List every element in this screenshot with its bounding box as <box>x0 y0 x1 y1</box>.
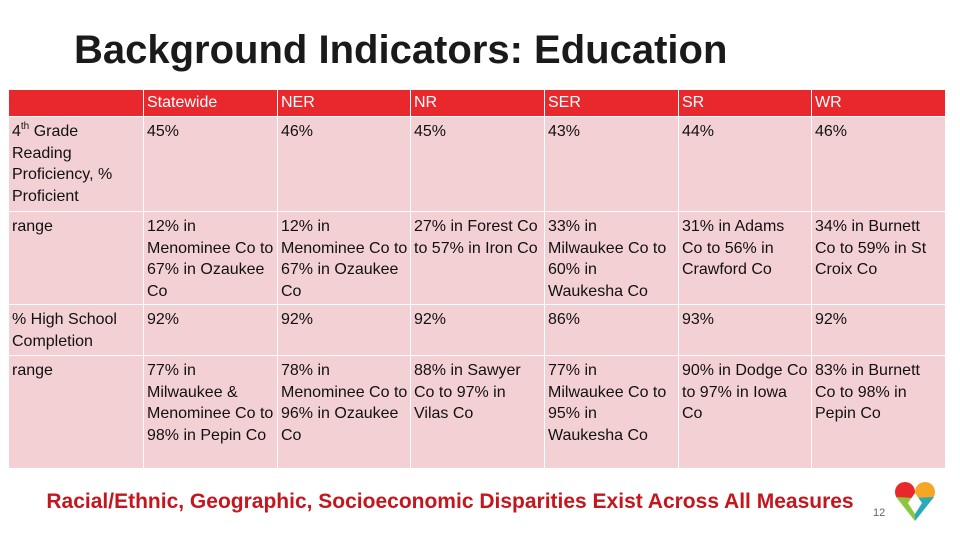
table-cell: 92% <box>277 304 411 356</box>
table-cell: 92% <box>143 304 278 356</box>
heart-logo-lobe-left <box>895 482 915 502</box>
heart-logo-icon <box>895 482 935 521</box>
table-cell: 44% <box>678 116 812 212</box>
slide-title: Background Indicators: Education <box>74 28 728 72</box>
table-cell: 12% in Menominee Co to 67% in Ozaukee Co <box>277 211 411 305</box>
table-cell: 83% in Burnett Co to 98% in Pepin Co <box>811 355 946 469</box>
table-header-row: Statewide NER NR SER SR WR <box>8 89 946 117</box>
table-cell: 31% in Adams Co to 56% in Crawford Co <box>678 211 812 305</box>
header-cell-sr: SR <box>678 89 812 117</box>
table-cell: 34% in Burnett Co to 59% in St Croix Co <box>811 211 946 305</box>
table-cell: 43% <box>544 116 679 212</box>
table-cell: 12% in Menominee Co to 67% in Ozaukee Co <box>143 211 278 305</box>
header-cell-ner: NER <box>277 89 411 117</box>
header-cell-nr: NR <box>410 89 545 117</box>
row-label-rest: Grade Reading Proficiency, % Proficient <box>12 123 113 205</box>
row-label-high-school-completion: % High School Completion <box>8 304 144 356</box>
table-cell: 86% <box>544 304 679 356</box>
table-cell: 45% <box>143 116 278 212</box>
table-cell: 45% <box>410 116 545 212</box>
table-row-completion-range: range 77% in Milwaukee & Menominee Co to… <box>8 355 946 469</box>
table-row-reading-proficiency: 4th Grade Reading Proficiency, % Profici… <box>8 116 946 212</box>
row-label-reading-proficiency: 4th Grade Reading Proficiency, % Profici… <box>8 116 144 212</box>
table-cell: 88% in Sawyer Co to 97% in Vilas Co <box>410 355 545 469</box>
table-cell: 27% in Forest Co to 57% in Iron Co <box>410 211 545 305</box>
table-row-high-school-completion: % High School Completion 92% 92% 92% 86%… <box>8 304 946 356</box>
table-cell: 77% in Milwaukee & Menominee Co to 98% i… <box>143 355 278 469</box>
header-cell-statewide: Statewide <box>143 89 278 117</box>
table-cell: 46% <box>277 116 411 212</box>
header-cell-blank <box>8 89 144 117</box>
table-cell: 92% <box>811 304 946 356</box>
row-label-range: range <box>8 211 144 305</box>
table-cell: 93% <box>678 304 812 356</box>
education-indicators-table: Statewide NER NR SER SR WR 4th Grade Rea… <box>8 89 946 469</box>
header-cell-ser: SER <box>544 89 679 117</box>
table-cell: 90% in Dodge Co to 97% in Iowa Co <box>678 355 812 469</box>
row-label-range: range <box>8 355 144 469</box>
table-row-reading-range: range 12% in Menominee Co to 67% in Ozau… <box>8 211 946 305</box>
table-cell: 33% in Milwaukee Co to 60% in Waukesha C… <box>544 211 679 305</box>
heart-logo-lobe-right <box>915 482 935 502</box>
table-cell: 77% in Milwaukee Co to 95% in Waukesha C… <box>544 355 679 469</box>
heart-logo-center <box>908 493 922 514</box>
table-cell: 92% <box>410 304 545 356</box>
header-cell-wr: WR <box>811 89 946 117</box>
row-label-prefix: 4 <box>12 123 21 140</box>
slide-footer-disparities: Racial/Ethnic, Geographic, Socioeconomic… <box>46 490 854 513</box>
table-cell: 46% <box>811 116 946 212</box>
row-label-superscript: th <box>20 121 30 132</box>
table-cell: 78% in Menominee Co to 96% in Ozaukee Co <box>277 355 411 469</box>
page-number: 12 <box>873 507 886 519</box>
